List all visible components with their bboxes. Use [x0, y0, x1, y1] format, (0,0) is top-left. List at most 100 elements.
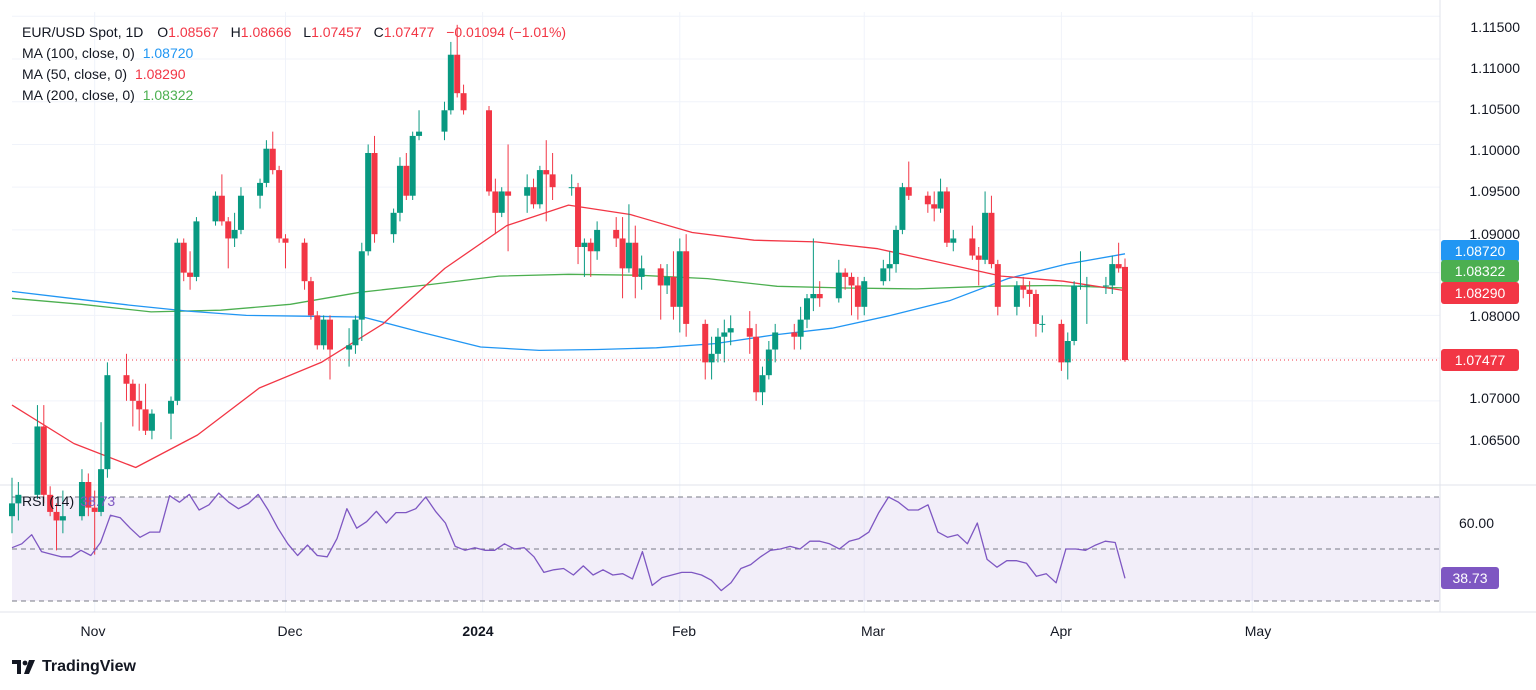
candle-body [180, 242, 187, 273]
candle-body [950, 238, 957, 243]
candle-body [486, 110, 492, 192]
ma100-price-badge: 1.08720 [1441, 240, 1519, 262]
low-value: 1.07457 [311, 24, 362, 40]
candle-body [123, 375, 130, 384]
candle-body [969, 238, 976, 256]
price-tick: 1.11000 [1470, 60, 1520, 76]
candle-body [218, 195, 225, 222]
candle-body [1039, 323, 1046, 325]
candle-body [1115, 264, 1122, 269]
candle-body [549, 174, 556, 188]
candle-body [441, 110, 448, 132]
candle-body [53, 511, 60, 521]
change-value: −0.01094 (−1.01%) [446, 24, 567, 40]
price-tick: 1.09000 [1469, 226, 1520, 242]
price-tick: 1.10000 [1469, 142, 1520, 158]
candle-body [416, 131, 423, 136]
candle-body [136, 400, 143, 410]
candle-body [454, 54, 461, 94]
candle-body [536, 170, 543, 205]
ma50-value: 1.08290 [134, 66, 186, 82]
candle-body [886, 264, 893, 269]
candle-body [842, 272, 849, 277]
candle-body [772, 332, 779, 350]
candle-body [9, 503, 15, 517]
candle-body [498, 191, 505, 213]
candle-body [269, 148, 276, 171]
candle-body [307, 281, 314, 316]
candle-body [34, 426, 41, 495]
candle-body [1083, 285, 1090, 287]
candle-body [931, 204, 938, 209]
candle-body [982, 212, 989, 260]
ma50-line [11, 204, 1126, 469]
candle-body [810, 294, 817, 299]
candle-body [543, 170, 550, 175]
candle-body [1058, 323, 1065, 363]
brand-name: TradingView [42, 658, 136, 675]
time-tick: May [1244, 623, 1272, 639]
ma50-label: MA (50, close, 0) [22, 66, 128, 82]
price-tick: 1.06500 [1469, 432, 1520, 448]
low-label: L [303, 24, 312, 40]
candle-body [320, 319, 327, 346]
ma50-legend[interactable]: MA (50, close, 0) 1.08290 [22, 64, 570, 85]
candle-body [301, 242, 308, 282]
tradingview-logo[interactable]: TradingView [12, 658, 136, 676]
tradingview-logo-icon [12, 660, 35, 674]
candle-body [988, 212, 995, 265]
ma200-label: MA (200, close, 0) [22, 87, 135, 103]
candle-body [848, 276, 855, 286]
ma100-legend[interactable]: MA (100, close, 0) 1.08720 [22, 43, 570, 64]
candle-body [98, 469, 105, 512]
candle-body [282, 238, 289, 243]
rsi-legend[interactable]: RSI (14) 38.73 [22, 493, 115, 509]
open-value: 1.08567 [168, 24, 219, 40]
candle-body [676, 251, 683, 307]
symbol-label[interactable]: EUR/USD Spot, 1D [22, 24, 144, 40]
high-value: 1.08666 [240, 24, 292, 40]
candle-body [1026, 289, 1033, 294]
candle-body [314, 315, 321, 346]
candle-body [257, 182, 264, 196]
candle-body [129, 383, 136, 401]
close-value: 1.07477 [383, 24, 435, 40]
open-label: O [157, 24, 169, 40]
candle-body [619, 238, 626, 269]
candle-body [193, 221, 200, 277]
candle-body [505, 191, 512, 196]
candle-body [1032, 294, 1039, 324]
candle-body [492, 191, 499, 213]
ma200-price-badge: 1.08322 [1441, 260, 1519, 282]
candle-body [47, 494, 54, 512]
price-tick: 1.10500 [1469, 101, 1520, 117]
candle-body [371, 153, 378, 235]
candle-body [1077, 285, 1084, 287]
time-tick: Feb [671, 623, 697, 639]
candle-body [276, 170, 283, 239]
ma200-value: 1.08322 [142, 87, 194, 103]
candle-body [625, 242, 632, 269]
ma100-value: 1.08720 [142, 45, 194, 61]
ma200-legend[interactable]: MA (200, close, 0) 1.08322 [22, 85, 570, 106]
price-tick: 1.07000 [1469, 390, 1520, 406]
candle-body [390, 212, 397, 235]
price-tick: 1.09500 [1469, 183, 1520, 199]
candle-body [714, 336, 721, 354]
candle-body [174, 242, 181, 401]
time-tick: Apr [1050, 623, 1072, 639]
candle-body [924, 195, 931, 205]
rsi-tick: 60.00 [1458, 515, 1494, 531]
candle-body [861, 281, 868, 307]
ma100-label: MA (100, close, 0) [22, 45, 135, 61]
candle-body [91, 507, 98, 512]
candle-body [791, 332, 798, 337]
candle-body [85, 482, 92, 508]
candle-body [638, 268, 645, 277]
candle-body [78, 482, 85, 517]
candle-body [575, 187, 582, 247]
price-tick: 1.08000 [1469, 308, 1520, 324]
candle-body [880, 268, 887, 282]
candle-body [708, 353, 715, 363]
